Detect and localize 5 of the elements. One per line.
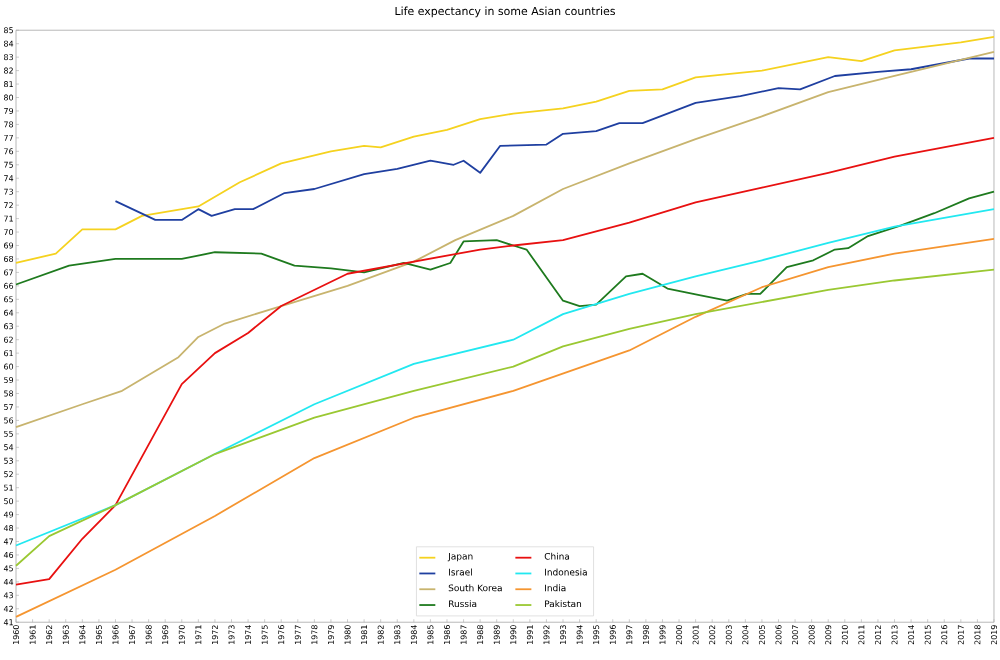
line-series	[114, 57, 995, 221]
line-series	[15, 190, 995, 307]
line-series	[15, 35, 995, 264]
line-series	[15, 237, 995, 618]
line-series	[15, 50, 995, 428]
